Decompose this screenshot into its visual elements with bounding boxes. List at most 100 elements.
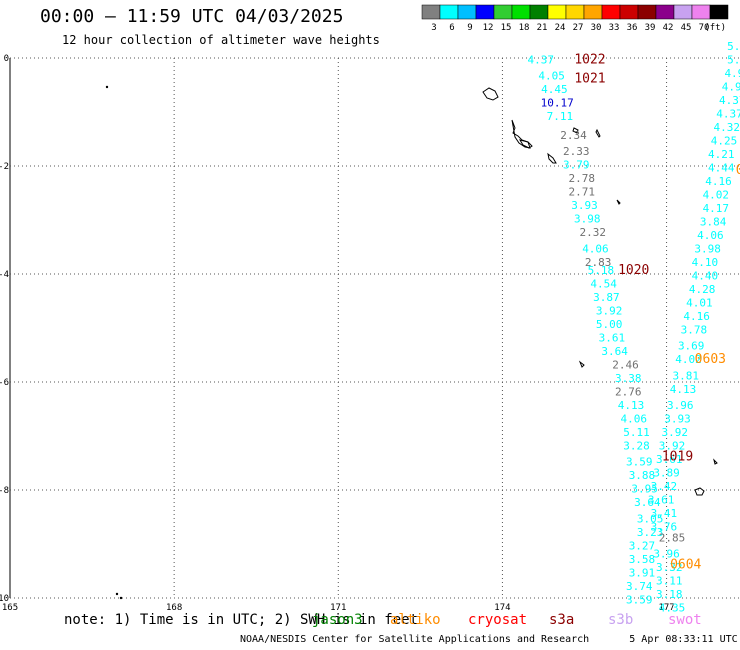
units-note: note: 1) Time is in UTC; 2) SWH is in fe… [64,612,419,628]
wave-height-label: 4.40 [692,269,719,282]
wave-height-label: 4.06 [620,413,647,426]
wave-height-label: 3.93 [664,413,691,426]
colorbar-label: 12 [483,23,494,33]
wave-height-label: 3.42 [651,480,678,493]
wave-height-label: 2.34 [560,129,587,142]
island-outline [518,139,533,149]
wave-height-label: 2.83 [585,256,612,269]
wave-height-label: 4.21 [708,148,735,161]
colorbar-label: 24 [555,23,566,33]
wave-height-label: 3.58 [629,553,656,566]
colorbar-label: 3 [431,23,436,33]
colorbar-label: 9 [467,23,472,33]
colorbar-swatch [583,4,603,20]
wave-height-label: 4.13 [618,399,645,412]
colorbar-label: 36 [627,23,638,33]
colorbar-label: 30 [591,23,602,33]
colorbar-swatch [673,4,693,20]
timestamp-text: 5 Apr 08:33:11 UTC 2025 [629,634,740,645]
colorbar-swatch [511,4,531,20]
colorbar-label: 6 [449,23,454,33]
island-outline [482,87,499,101]
wave-height-label: 3.91 [629,566,656,579]
track-annotation: 0602 [736,163,740,178]
wave-height-label: 2.71 [569,186,596,199]
colorbar-label: 18 [519,23,530,33]
wave-height-label: 4.99 [724,67,740,80]
wave-height-label: 5.11 [623,426,650,439]
wave-height-label: 3.05 [637,512,664,525]
colorbar-swatch [475,4,495,20]
wave-height-label: 4.25 [711,134,738,147]
y-tick-label: -2 [0,162,9,172]
wave-height-label: 3.64 [601,345,628,358]
wave-height-label: 4.37 [527,53,554,66]
wave-height-label: 3.59 [626,593,653,606]
colorbar-swatch [601,4,621,20]
wave-height-label: 4.54 [590,278,617,291]
wave-height-label: 4.16 [683,310,710,323]
colorbar-unit: (ft) [704,23,726,33]
wave-height-label: 4.16 [705,175,732,188]
island-dot [105,85,109,89]
wave-height-label: 4.02 [675,353,702,366]
track-annotation: 1021 [574,71,605,86]
island-outline [547,152,557,164]
wave-height-label: 3.23 [637,526,664,539]
page-subtitle: 12 hour collection of altimeter wave hei… [62,33,380,47]
colorbar-swatch [709,4,729,20]
wave-height-label: 3.64 [634,496,661,509]
wave-height-label: 3.96 [667,399,694,412]
island-outline [595,128,601,138]
island-outline [511,119,531,149]
wave-height-label: 2.85 [659,531,686,544]
y-tick-label: -6 [0,378,9,388]
island-outlines [105,85,718,600]
island-outline [713,458,718,465]
colorbar-swatch [637,4,657,20]
satellite-legend-jason3: jason3 [312,612,363,628]
wave-height-label: 7.11 [547,110,574,123]
wave-height-label: 3.32 [656,561,683,574]
y-tick-label: -4 [0,270,9,280]
y-tick-label: -10 [0,594,9,604]
x-tick-label: 174 [494,603,510,613]
wave-height-label: 3.11 [656,575,683,588]
colorbar-label: 39 [645,23,656,33]
colorbar-swatch [565,4,585,20]
colorbar-label: 21 [537,23,548,33]
wave-height-label: 3.92 [662,426,689,439]
wave-height-label: 2.33 [563,145,590,158]
island-outline [616,199,621,205]
wave-height-label: 4.17 [703,202,730,215]
wave-height-label: 2.76 [615,386,642,399]
colorbar-swatch [457,4,477,20]
wave-height-label: 4.10 [692,256,719,269]
x-tick-label: 171 [330,603,346,613]
wave-height-label: 3.18 [656,588,683,601]
y-tick-label: 0 [4,54,9,64]
wave-height-label: 4.28 [689,283,716,296]
colorbar-label: 27 [573,23,584,33]
wave-height-label: 3.74 [626,580,653,593]
wave-height-label: 3.92 [659,440,686,453]
wave-height-label: 3.28 [623,440,650,453]
colorbar-swatch [655,4,675,20]
wave-height-label: 3.95 [631,483,658,496]
wave-height-label: 3.87 [593,291,620,304]
track-annotations: 1022 1021 1020 1019 0602 0603 0604 [574,52,740,572]
wave-height-label: 3.41 [651,507,678,520]
wave-height-label: 3.92 [596,305,623,318]
x-tick-label: 168 [166,603,182,613]
track-annotation: 0604 [670,557,701,572]
colorbar-label: 42 [663,23,674,33]
page-title: 00:00 – 11:59 UTC 04/03/2025 [40,6,344,27]
wave-height-label: 5.08 [727,53,740,66]
wave-height-label: 4.05 [538,70,565,83]
satellite-legend-altiko: altiko [390,612,441,628]
wave-height-label: 3.81 [672,369,699,382]
wave-height-label: 4.32 [714,121,740,134]
satellite-legend-s3a: s3a [549,612,575,628]
